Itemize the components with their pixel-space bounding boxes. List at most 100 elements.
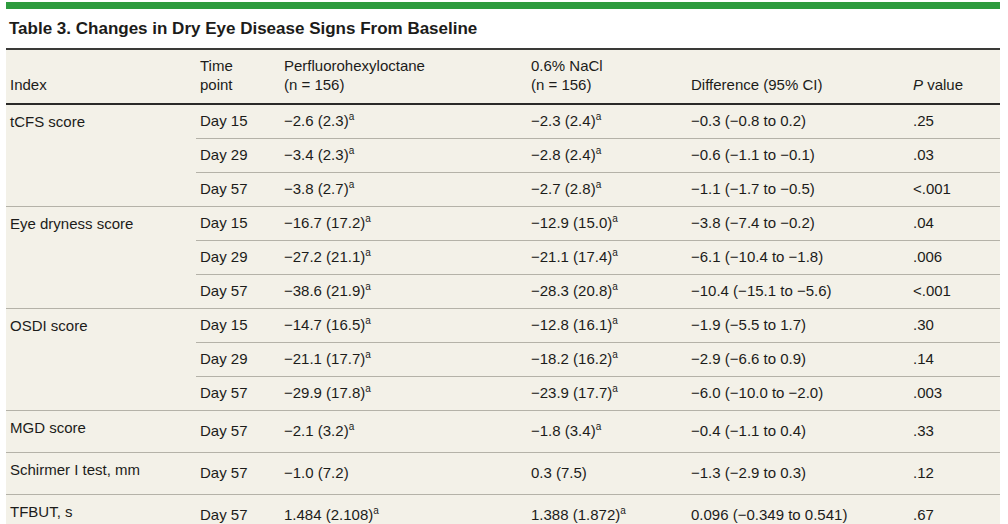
p-cell: .67 [909,494,1000,524]
diff-cell: −10.4 (−15.1 to −5.6) [687,274,909,308]
footnote-marker: a [612,213,618,224]
drug-cell: −14.7 (16.5)a [280,308,527,342]
footnote-marker: a [612,315,618,326]
drug-cell: −1.0 (7.2) [280,452,527,494]
diff-cell: −0.3 (−0.8 to 0.2) [687,104,909,139]
footnote-marker: a [373,505,379,516]
column-header-perfluorohexyloctane: Perfluorohexyloctane (n = 156) [280,50,527,104]
nacl-cell: −18.2 (16.2)a [527,342,687,376]
footnote-marker: a [612,247,618,258]
nacl-cell: 0.3 (7.5) [527,452,687,494]
footnote-marker: a [349,421,355,432]
drug-cell: −3.8 (2.7)a [280,172,527,206]
diff-cell: −6.0 (−10.0 to −2.0) [687,376,909,410]
footnote-marker: a [365,213,371,224]
footnote-marker: a [612,281,618,292]
p-cell: <.001 [909,172,1000,206]
p-value-label-rest: value [923,76,963,93]
nacl-cell: −1.8 (3.4)a [527,410,687,452]
table-header: Index Time point Perfluorohexyloctane (n… [6,50,1000,104]
table-row: TFBUT, sDay 571.484 (2.108)a1.388 (1.872… [6,494,1000,524]
nacl-cell: −2.7 (2.8)a [527,172,687,206]
footnote-marker: a [596,421,602,432]
nacl-cell: −2.3 (2.4)a [527,104,687,139]
column-header-p-value: P value [909,50,1000,104]
footnote-marker: a [349,179,355,190]
p-cell: .12 [909,452,1000,494]
nacl-cell: −21.1 (17.4)a [527,240,687,274]
drug-cell: −3.4 (2.3)a [280,138,527,172]
footnote-marker: a [349,145,355,156]
footnote-marker: a [612,349,618,360]
table-row: MGD scoreDay 57−2.1 (3.2)a−1.8 (3.4)a−0.… [6,410,1000,452]
time-cell: Day 15 [196,104,280,139]
footnote-marker: a [365,247,371,258]
footnote-marker: a [596,111,602,122]
diff-cell: −3.8 (−7.4 to −0.2) [687,206,909,240]
drug-cell: −2.6 (2.3)a [280,104,527,139]
diff-cell: −2.9 (−6.6 to 0.9) [687,342,909,376]
time-cell: Day 29 [196,342,280,376]
p-value-italic-p: P [913,76,923,93]
p-cell: <.001 [909,274,1000,308]
column-header-difference: Difference (95% CI) [687,50,909,104]
column-header-index: Index [6,50,196,104]
footnote-marker: a [365,315,371,326]
column-header-nacl: 0.6% NaCl (n = 156) [527,50,687,104]
p-cell: .03 [909,138,1000,172]
index-cell: MGD score [6,410,196,452]
time-cell: Day 29 [196,138,280,172]
diff-cell: −6.1 (−10.4 to −1.8) [687,240,909,274]
index-cell: TFBUT, s [6,494,196,524]
time-cell: Day 57 [196,410,280,452]
dry-eye-signs-table: Index Time point Perfluorohexyloctane (n… [6,50,1000,524]
footnote-marker: a [365,281,371,292]
footnote-marker: a [620,505,626,516]
drug-cell: −16.7 (17.2)a [280,206,527,240]
p-cell: .33 [909,410,1000,452]
time-cell: Day 57 [196,274,280,308]
footnote-marker: a [612,383,618,394]
diff-cell: −1.1 (−1.7 to −0.5) [687,172,909,206]
diff-cell: −1.3 (−2.9 to 0.3) [687,452,909,494]
footnote-marker: a [349,111,355,122]
footnote-marker: a [365,349,371,360]
drug-cell: −29.9 (17.8)a [280,376,527,410]
time-cell: Day 15 [196,206,280,240]
footnote-marker: a [365,383,371,394]
p-cell: .006 [909,240,1000,274]
time-cell: Day 57 [196,452,280,494]
page: Table 3. Changes in Dry Eye Disease Sign… [0,0,1008,524]
time-cell: Day 29 [196,240,280,274]
nacl-cell: −2.8 (2.4)a [527,138,687,172]
drug-cell: −2.1 (3.2)a [280,410,527,452]
time-cell: Day 57 [196,172,280,206]
p-cell: .25 [909,104,1000,139]
p-cell: .04 [909,206,1000,240]
drug-cell: −21.1 (17.7)a [280,342,527,376]
time-cell: Day 57 [196,494,280,524]
index-cell: Eye dryness score [6,206,196,308]
footnote-marker: a [596,179,602,190]
table-row: OSDI scoreDay 15−14.7 (16.5)a−12.8 (16.1… [6,308,1000,342]
time-cell: Day 57 [196,376,280,410]
drug-cell: −27.2 (21.1)a [280,240,527,274]
nacl-cell: −23.9 (17.7)a [527,376,687,410]
drug-cell: −38.6 (21.9)a [280,274,527,308]
diff-cell: −1.9 (−5.5 to 1.7) [687,308,909,342]
table-title: Table 3. Changes in Dry Eye Disease Sign… [6,9,1000,50]
time-cell: Day 15 [196,308,280,342]
column-header-time-point: Time point [196,50,280,104]
diff-cell: −0.4 (−1.1 to 0.4) [687,410,909,452]
table-row: Schirmer I test, mmDay 57−1.0 (7.2)0.3 (… [6,452,1000,494]
table-body: tCFS scoreDay 15−2.6 (2.3)a−2.3 (2.4)a−0… [6,104,1000,524]
index-cell: Schirmer I test, mm [6,452,196,494]
table-row: tCFS scoreDay 15−2.6 (2.3)a−2.3 (2.4)a−0… [6,104,1000,139]
index-cell: OSDI score [6,308,196,410]
p-cell: .14 [909,342,1000,376]
diff-cell: 0.096 (−0.349 to 0.541) [687,494,909,524]
nacl-cell: −12.9 (15.0)a [527,206,687,240]
table-row: Eye dryness scoreDay 15−16.7 (17.2)a−12.… [6,206,1000,240]
p-cell: .30 [909,308,1000,342]
nacl-cell: −28.3 (20.8)a [527,274,687,308]
